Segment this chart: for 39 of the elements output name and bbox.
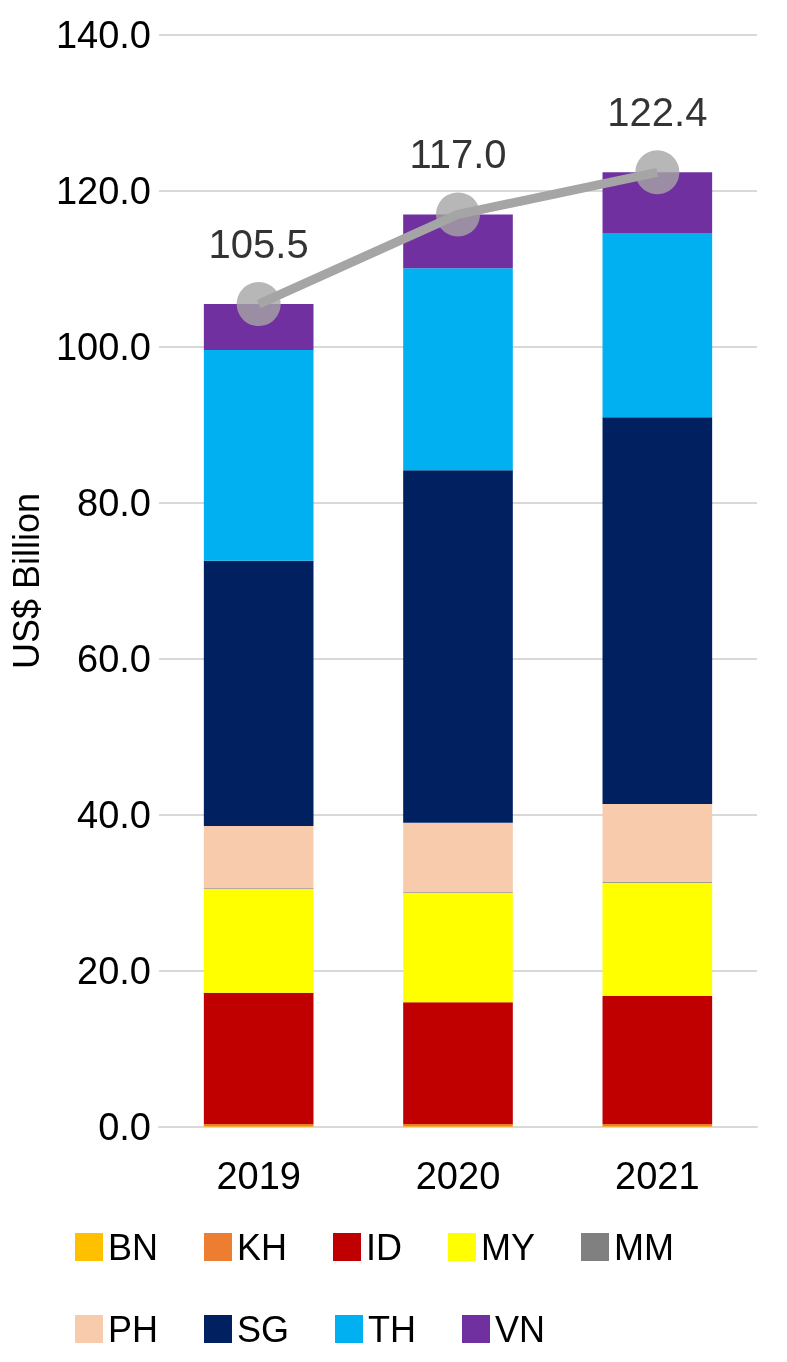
legend-label: TH bbox=[368, 1308, 417, 1350]
bar bbox=[403, 893, 513, 1003]
bar bbox=[403, 470, 513, 823]
legend-label: SG bbox=[237, 1308, 290, 1350]
bar bbox=[403, 268, 513, 471]
data-label: 105.5 bbox=[208, 222, 309, 267]
bar bbox=[602, 417, 713, 805]
bar bbox=[602, 882, 713, 996]
bar bbox=[203, 992, 314, 1124]
data-label: 117.0 bbox=[409, 132, 507, 177]
legend-label: MM bbox=[614, 1226, 674, 1268]
y-tick-label: 140.0 bbox=[55, 14, 151, 56]
x-tick-label: 2020 bbox=[415, 1155, 501, 1197]
legend-label: ID bbox=[366, 1226, 403, 1268]
legend-label: PH bbox=[108, 1308, 159, 1350]
bar bbox=[403, 822, 513, 893]
bar bbox=[602, 804, 713, 883]
bar bbox=[403, 1002, 513, 1124]
y-tick-label: 120.0 bbox=[55, 170, 151, 212]
y-tick-label: 100.0 bbox=[55, 326, 151, 368]
x-tick-label: 2021 bbox=[615, 1155, 700, 1197]
legend-label: MY bbox=[481, 1226, 536, 1268]
legend-label: KH bbox=[237, 1226, 288, 1268]
bar bbox=[602, 995, 713, 1124]
y-tick-label: 0.0 bbox=[98, 1106, 151, 1148]
bar bbox=[602, 233, 713, 418]
legend-label: BN bbox=[108, 1226, 159, 1268]
legend-label: VN bbox=[495, 1308, 546, 1350]
bar bbox=[203, 825, 314, 889]
x-tick-label: 2019 bbox=[216, 1155, 301, 1197]
bar bbox=[203, 350, 314, 561]
y-tick-label: 80.0 bbox=[77, 482, 151, 524]
bar bbox=[203, 889, 314, 993]
y-tick-label: 60.0 bbox=[77, 638, 151, 680]
y-axis-title: US$ Billion bbox=[5, 492, 47, 670]
y-tick-label: 20.0 bbox=[77, 950, 151, 992]
data-label: 122.4 bbox=[607, 90, 708, 135]
bar bbox=[203, 560, 314, 826]
y-tick-label: 40.0 bbox=[77, 794, 151, 836]
